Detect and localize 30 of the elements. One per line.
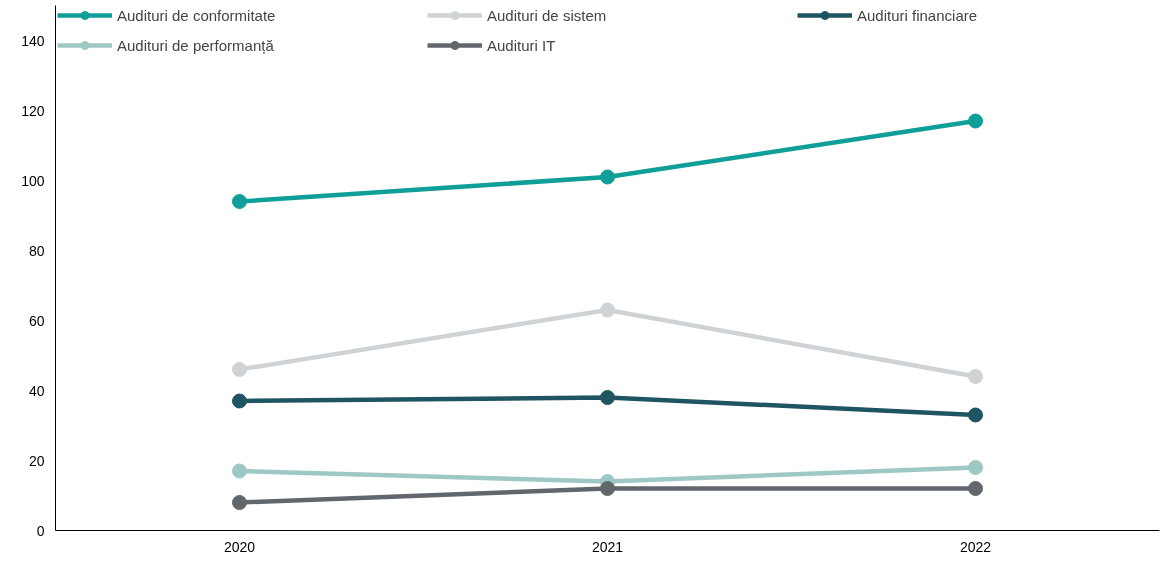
- point: [968, 113, 983, 129]
- point: [968, 407, 983, 423]
- y-tick-label: 60: [28, 312, 45, 329]
- y-tick-label: 100: [21, 172, 45, 189]
- point: [600, 481, 615, 496]
- point: [232, 362, 247, 377]
- y-tick-label: 140: [21, 32, 45, 49]
- legend-label: Audituri IT: [487, 36, 557, 54]
- point: [968, 481, 983, 496]
- legend-label: Audituri de performanță: [117, 36, 275, 54]
- point: [232, 393, 247, 409]
- x-tick-label: 2022: [959, 538, 992, 555]
- y-tick-label: 40: [28, 382, 45, 399]
- legend-label: Audituri de conformitate: [117, 6, 277, 24]
- legend-label: Audituri financiare: [857, 6, 979, 24]
- y-tick-label: 0: [36, 522, 45, 539]
- point: [232, 194, 247, 209]
- y-tick-label: 20: [28, 452, 45, 469]
- x-tick-label: 2020: [223, 538, 256, 555]
- point: [600, 302, 615, 318]
- point: [232, 495, 247, 510]
- point: [600, 390, 615, 405]
- legend-label: Audituri de sistem: [487, 6, 608, 24]
- y-tick-label: 80: [28, 242, 45, 259]
- y-tick-label: 120: [21, 102, 45, 119]
- point: [600, 169, 615, 185]
- point: [968, 460, 983, 475]
- point: [232, 463, 247, 479]
- point: [968, 369, 983, 384]
- x-tick-label: 2021: [591, 538, 624, 555]
